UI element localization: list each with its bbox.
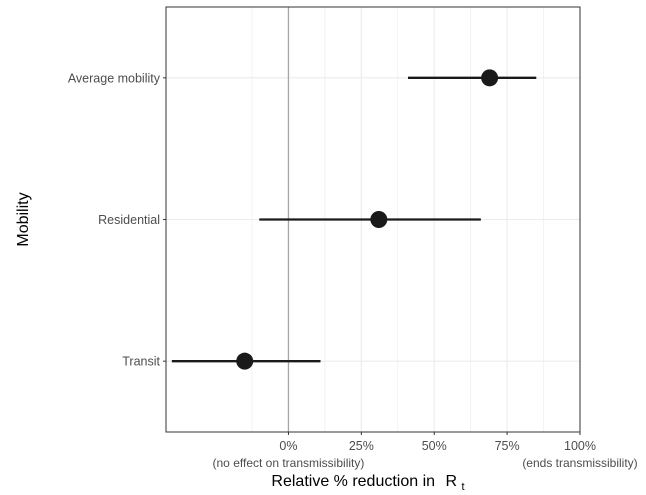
data-marks <box>171 69 537 370</box>
x-tick-sublabel: (ends transmissibility) <box>522 456 637 470</box>
x-tick-label: 50% <box>422 439 447 453</box>
x-tick-label: 25% <box>349 439 374 453</box>
x-tick-sublabel: (no effect on transmissibility) <box>213 456 365 470</box>
x-axis-title-subscript: t <box>462 481 465 493</box>
axes: Average mobility Residential Transit 0% (no … <box>68 71 638 470</box>
x-axis-title-text: Relative % reduction in <box>271 473 435 490</box>
point-average-mobility <box>481 69 499 87</box>
x-tick-label: 0% <box>279 439 297 453</box>
x-tick-label: 75% <box>495 439 520 453</box>
point-residential <box>370 211 388 228</box>
x-axis-title: Relative % reduction in R t <box>271 473 464 493</box>
y-tick-label: Average mobility <box>68 71 161 85</box>
y-axis-title: Mobility <box>15 192 32 246</box>
point-transit <box>236 352 254 370</box>
x-axis-title-symbol: R <box>446 473 458 490</box>
y-tick-label: Transit <box>122 355 160 369</box>
y-tick-label: Residential <box>98 213 160 227</box>
x-tick-label: 100% <box>564 439 596 453</box>
